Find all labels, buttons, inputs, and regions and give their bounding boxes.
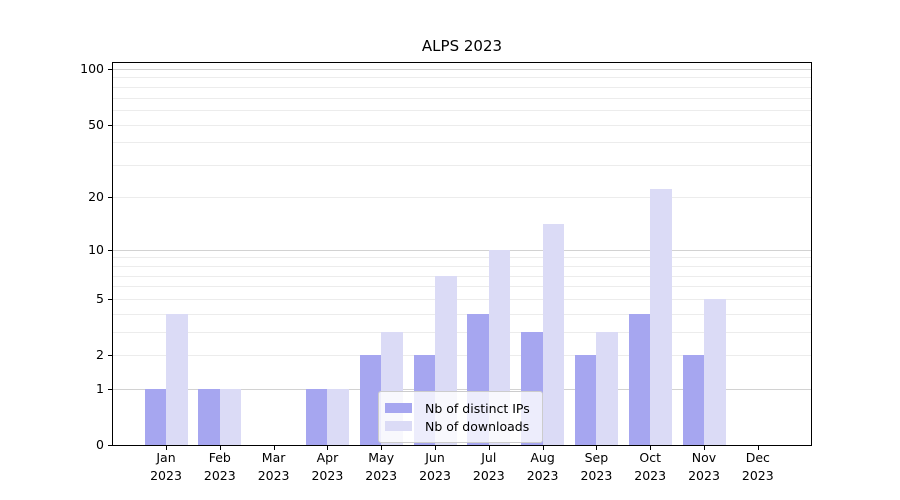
- bar-downloads: [650, 189, 672, 445]
- gridline: [113, 298, 811, 300]
- y-tick: [108, 124, 112, 126]
- x-tick-label: May 2023: [365, 450, 398, 483]
- gridline: [113, 355, 811, 357]
- legend-swatch-distinct-ips: [385, 403, 412, 413]
- x-tick-label: Nov 2023: [688, 450, 720, 483]
- gridline: [113, 196, 811, 198]
- gridline: [113, 286, 811, 288]
- x-tick: [757, 446, 759, 450]
- x-tick-label: Aug 2023: [526, 450, 559, 483]
- x-tick: [273, 446, 275, 450]
- gridline: [113, 124, 811, 126]
- gridline: [113, 275, 811, 277]
- bar-downloads: [542, 224, 565, 445]
- y-tick-label: 5: [96, 290, 104, 306]
- legend-item-downloads: Nb of downloads: [385, 418, 534, 434]
- bar-distinct-ips: [574, 355, 597, 445]
- gridline: [113, 313, 811, 315]
- bar-distinct-ips: [682, 355, 704, 445]
- y-tick-label: 2: [96, 347, 104, 363]
- x-tick: [435, 446, 436, 450]
- x-tick: [381, 446, 383, 450]
- gridline: [113, 86, 811, 88]
- bar-distinct-ips: [359, 355, 382, 445]
- y-tick: [108, 68, 112, 70]
- bar-distinct-ips: [628, 313, 651, 445]
- y-tick-label: 0: [96, 437, 104, 452]
- legend-label-distinct-ips: Nb of distinct IPs: [425, 400, 530, 416]
- x-tick: [650, 446, 652, 450]
- bar-downloads: [219, 388, 242, 445]
- y-tick: [108, 445, 112, 446]
- gridline: [113, 257, 811, 259]
- x-tick-label: Jul 2023: [472, 450, 505, 483]
- y-tick-label: 20: [88, 188, 104, 204]
- bar-downloads: [704, 298, 726, 445]
- x-tick: [596, 446, 598, 450]
- y-tick: [108, 355, 112, 357]
- x-tick: [327, 446, 329, 450]
- gridline: [113, 265, 811, 267]
- bar-distinct-ips: [198, 388, 220, 445]
- x-tick: [704, 446, 705, 450]
- bar-distinct-ips: [305, 388, 328, 445]
- y-tick-label: 10: [88, 241, 104, 257]
- bar-downloads: [596, 332, 618, 445]
- gridline: [113, 68, 811, 70]
- chart-title: ALPS 2023: [421, 37, 503, 55]
- y-tick: [108, 249, 112, 251]
- x-tick: [166, 446, 167, 450]
- legend-item-distinct-ips: Nb of distinct IPs: [385, 400, 534, 416]
- x-tick-label: Jun 2023: [419, 450, 451, 483]
- x-tick-label: Feb 2023: [203, 450, 236, 483]
- x-tick-label: Jan 2023: [150, 450, 182, 483]
- y-tick-label: 50: [88, 116, 104, 132]
- gridline: [113, 142, 811, 144]
- bar-downloads: [166, 313, 188, 445]
- gridline: [113, 77, 811, 79]
- gridline: [113, 109, 811, 111]
- x-tick: [219, 446, 221, 450]
- gridline: [113, 388, 811, 390]
- x-tick: [542, 446, 544, 450]
- legend: Nb of distinct IPs Nb of downloads: [378, 391, 543, 443]
- bar-distinct-ips: [144, 388, 166, 445]
- x-tick-label: Sep 2023: [580, 450, 613, 483]
- x-tick-label: Apr 2023: [311, 450, 344, 483]
- gridline: [113, 97, 811, 99]
- y-tick-label: 1: [96, 380, 104, 396]
- x-tick-label: Dec 2023: [741, 450, 774, 483]
- y-tick-label: 100: [80, 60, 104, 76]
- x-tick-label: Mar 2023: [257, 450, 290, 483]
- gridline: [113, 332, 811, 333]
- x-tick: [488, 446, 490, 450]
- y-tick: [108, 388, 112, 390]
- legend-swatch-downloads: [385, 421, 412, 431]
- legend-label-downloads: Nb of downloads: [425, 418, 530, 434]
- y-tick: [108, 196, 112, 198]
- x-tick-label: Oct 2023: [634, 450, 667, 483]
- gridline: [113, 165, 811, 167]
- bar-downloads: [327, 388, 349, 445]
- y-tick: [108, 298, 112, 300]
- gridline: [113, 249, 811, 251]
- plot-area: Nb of distinct IPs Nb of downloads: [112, 62, 812, 446]
